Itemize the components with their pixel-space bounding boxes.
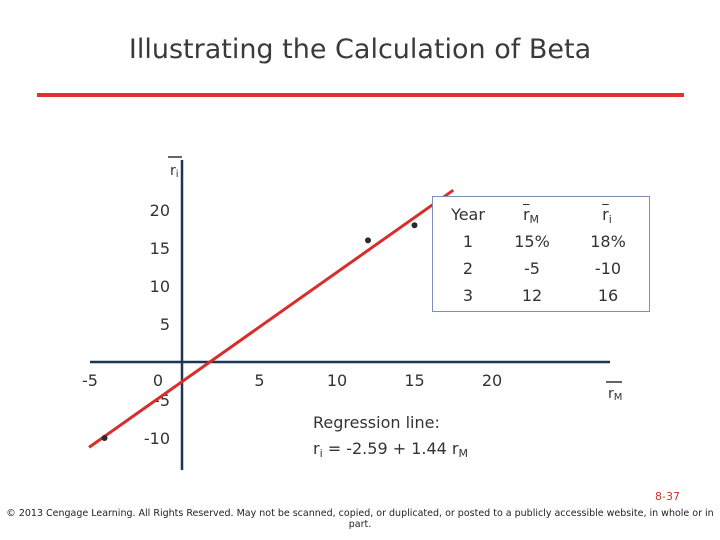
y-tick-label: -5 [154,391,170,410]
copyright-notice: © 2013 Cengage Learning. All Rights Rese… [6,508,714,530]
regression-note: Regression line: ri = -2.59 + 1.44 rM [313,410,468,467]
table-cell: 2 [462,259,474,278]
y-axis-label: ri [170,163,179,180]
x-tick-label: -5 [82,371,98,390]
y-tick-label: 5 [160,315,170,334]
data-point [411,222,418,229]
table-cell: -5 [524,259,540,278]
page-number: 8-37 [655,490,680,503]
regression-caption: Regression line: [313,413,440,432]
y-tick-label: 10 [150,277,170,296]
x-tick-label: 10 [327,371,347,390]
x-tick-label: 20 [482,371,502,390]
x-axis-label: rM [608,386,622,403]
table-cell: 1 [462,232,474,251]
title-divider [37,93,684,97]
x-tick-label: 0 [153,371,163,390]
x-tick-label: 5 [254,371,264,390]
table-header-year: Year [451,205,485,224]
slide-title: Illustrating the Calculation of Beta [128,34,592,65]
y-tick-label: 20 [150,201,170,220]
data-point [101,435,108,441]
data-point [365,237,371,244]
table-header-ri: ri [602,205,612,226]
table-cell: 15% [514,232,550,251]
returns-table: Year rM ri 1 15% 18% 2 -5 -10 3 12 16 [432,196,650,312]
y-tick-label: -10 [144,429,170,448]
regression-line [88,188,455,449]
y-tick-label: 15 [150,239,170,258]
regression-equation: ri = -2.59 + 1.44 rM [313,439,468,460]
table-cell: 12 [521,286,543,305]
table-cell: -10 [594,259,622,278]
table-cell: 16 [597,286,619,305]
x-tick-label: 15 [404,371,424,390]
table-header-rm: rM [522,205,540,226]
table-cell: 3 [462,286,474,305]
table-cell: 18% [590,232,626,251]
